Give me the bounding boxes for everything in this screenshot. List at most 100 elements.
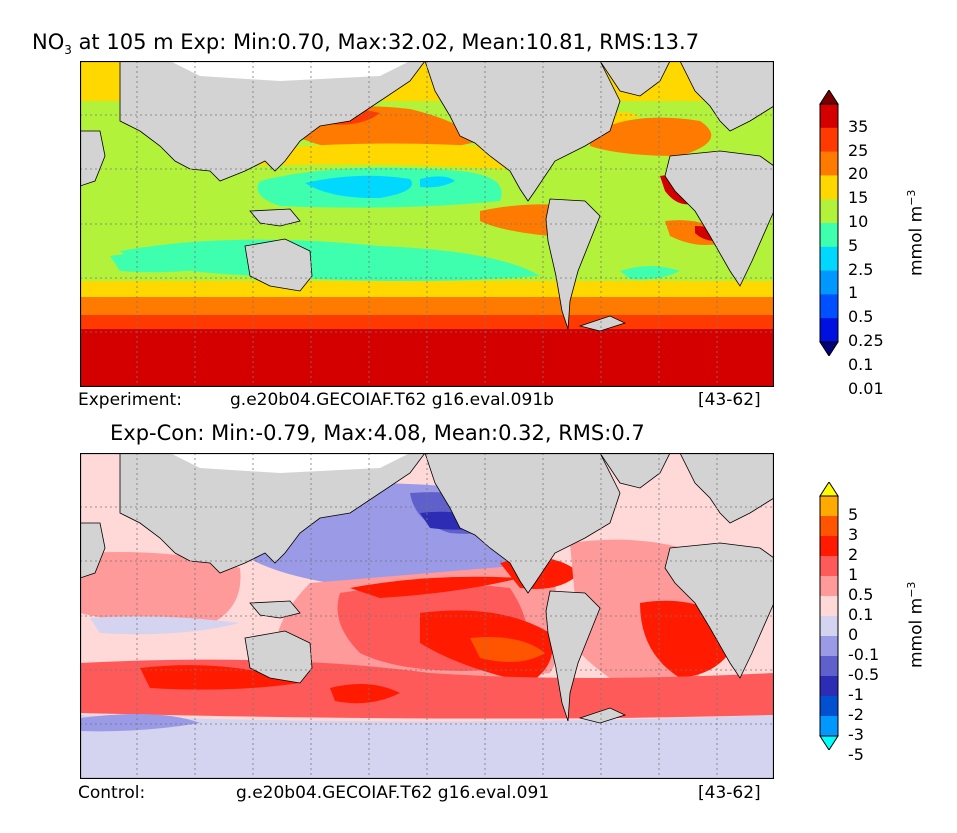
colorbar-segment xyxy=(820,223,838,248)
colorbar-tick-label: 35 xyxy=(848,116,869,136)
panel1-colorbar xyxy=(819,90,839,356)
colorbar-frame xyxy=(819,495,839,737)
colorbar-segment xyxy=(820,596,838,617)
panel1-map xyxy=(80,61,774,387)
colorbar-segment xyxy=(820,716,838,737)
land2-antarctica-tip xyxy=(578,707,627,724)
graticule2 xyxy=(80,453,774,779)
colorbar-segment xyxy=(820,270,838,295)
colorbar-tick-label: 25 xyxy=(848,140,869,160)
land-eurasia xyxy=(119,61,426,182)
np-gyre-blue xyxy=(305,175,412,199)
colorbar-segment xyxy=(820,175,838,200)
colorbar-extend-min xyxy=(819,735,839,750)
land-antarctica-tip xyxy=(578,315,627,332)
colorbar-tick-label: 15 xyxy=(848,188,869,208)
colorbar-tick-label: -1 xyxy=(848,685,864,704)
colorbar-segment xyxy=(820,616,838,637)
colorbar-tick-label: 5 xyxy=(848,235,859,255)
colorbar-segment xyxy=(820,656,838,677)
panel1-footer-years: [43-62] xyxy=(698,390,761,410)
land2-eurasia xyxy=(119,453,426,574)
land-south-america xyxy=(545,198,601,330)
panel2-title: Exp-Con: Min:-0.79, Max:4.08, Mean:0.32,… xyxy=(110,421,645,445)
colorbar-segment xyxy=(820,294,838,319)
panel2-footer-years: [43-62] xyxy=(698,783,761,803)
colorbar-segment xyxy=(820,536,838,557)
land2-europe-east xyxy=(679,453,774,524)
land-greenland xyxy=(599,61,671,97)
pacific-orange xyxy=(470,637,545,662)
colorbar-segment xyxy=(820,556,838,577)
colorbar-tick-label: -2 xyxy=(848,705,864,724)
colorbar-segment xyxy=(820,199,838,224)
southern-blue2 xyxy=(80,714,200,732)
colorbar-tick-label: -5 xyxy=(848,745,864,764)
io-teal xyxy=(110,252,245,273)
southern-blue xyxy=(80,715,774,779)
colorbar-tick-label: 2.5 xyxy=(848,259,874,279)
na-orange xyxy=(590,117,712,156)
colorbar-tick-label: 0.1 xyxy=(848,605,874,624)
panel1-unit-label: mmol m−3 xyxy=(905,189,927,276)
colorbar-extend-max xyxy=(819,90,839,105)
colorbar-tick-label: -0.1 xyxy=(848,645,880,664)
colorbar-segment xyxy=(820,127,838,153)
colorbar-extend-min xyxy=(819,341,839,356)
colorbar-segment xyxy=(820,676,838,697)
panel2-unit-label: mmol m−3 xyxy=(905,581,927,668)
colorbar-extend-max xyxy=(819,482,839,497)
np-red-band xyxy=(350,576,520,598)
map2-frame xyxy=(80,453,774,779)
panel1-footer-left: Experiment: xyxy=(78,390,182,410)
panel2-footer-case: g.e20b04.GECOIAF.T62 g16.eval.091 xyxy=(236,783,550,803)
southern-red2 xyxy=(140,665,300,690)
panel2-map xyxy=(80,453,774,779)
colorbar-tick-label: 10 xyxy=(848,212,869,231)
panel2-colorbar xyxy=(819,482,839,750)
land2-north-america xyxy=(424,453,621,594)
panel1-footer-case: g.e20b04.GECOIAF.T62 g16.eval.091b xyxy=(230,390,554,410)
graticule xyxy=(80,61,774,387)
colorbar-tick-label: 0.5 xyxy=(848,307,874,327)
colorbar-tick-label: -0.5 xyxy=(848,665,880,684)
colorbar-tick-label: 3 xyxy=(848,525,859,544)
atl-teal xyxy=(620,266,680,280)
colorbar-tick-label: 1 xyxy=(848,565,859,584)
panel1-title: NO3 at 105 m Exp: Min:0.70, Max:32.02, M… xyxy=(32,30,700,58)
land2-south-america xyxy=(545,590,601,722)
land2-africa xyxy=(664,542,774,679)
colorbar-segment xyxy=(820,104,838,129)
land-africa-west xyxy=(80,130,106,187)
land-north-america xyxy=(424,61,621,202)
ep-orange xyxy=(480,204,566,236)
ice-arctic xyxy=(170,61,410,81)
land-indonesia xyxy=(249,208,301,227)
np-subtropic-yellow xyxy=(250,143,554,171)
colorbar-segment xyxy=(820,246,838,272)
colorbar-tick-label: 20 xyxy=(848,164,869,184)
colorbar-frame xyxy=(819,103,839,343)
colorbar-tick-label: -3 xyxy=(848,725,864,744)
panel2-footer-left: Control: xyxy=(78,783,146,803)
colorbar-segment xyxy=(820,318,838,343)
colorbar-segment xyxy=(820,496,838,517)
colorbar-tick-label: 0.5 xyxy=(848,585,874,604)
colorbar-segment xyxy=(820,151,838,176)
colorbar-segment xyxy=(820,576,838,597)
io-pink xyxy=(80,552,241,628)
colorbar-segment xyxy=(820,696,838,717)
land2-greenland xyxy=(599,453,671,489)
colorbar-tick-label: 5 xyxy=(848,505,859,524)
colorbar-tick-label: 0 xyxy=(848,625,859,644)
colorbar-tick-label: 0.25 xyxy=(848,331,884,350)
land2-indonesia xyxy=(249,600,301,619)
colorbar-tick-label: 0.01 xyxy=(848,378,884,398)
colorbar-tick-label: 2 xyxy=(848,545,859,564)
land-europe-east xyxy=(679,61,774,132)
southern-orange xyxy=(330,684,400,704)
land-africa xyxy=(664,150,774,287)
ice2-arctic xyxy=(170,453,410,473)
np-gyre-blue2 xyxy=(420,176,455,188)
land2-africa-west xyxy=(80,522,106,579)
